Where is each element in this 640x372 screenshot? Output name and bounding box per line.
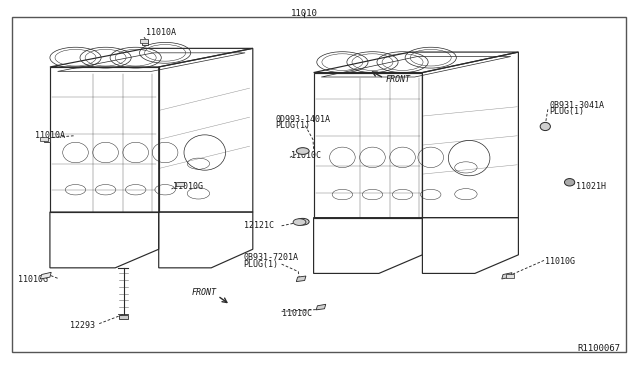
Bar (140, 39, 148, 43)
Bar (40, 137, 48, 141)
Ellipse shape (293, 219, 306, 225)
Text: 11010G: 11010G (18, 275, 48, 284)
Polygon shape (44, 138, 50, 142)
Bar (176, 182, 184, 186)
Ellipse shape (296, 148, 309, 154)
Text: 11010: 11010 (291, 9, 317, 18)
Polygon shape (40, 272, 51, 279)
Bar (506, 274, 514, 278)
Ellipse shape (296, 218, 309, 225)
Text: R1100067: R1100067 (578, 344, 621, 353)
Text: FRONT: FRONT (385, 75, 410, 84)
Text: PLUG(1): PLUG(1) (275, 121, 310, 130)
Ellipse shape (564, 179, 575, 186)
Text: 0D993-1401A: 0D993-1401A (275, 115, 330, 124)
Text: 11010A: 11010A (146, 28, 176, 37)
Polygon shape (296, 276, 306, 282)
Polygon shape (178, 182, 184, 185)
Text: PLUG(1): PLUG(1) (243, 260, 278, 269)
Polygon shape (142, 40, 148, 45)
Text: PLUG(1): PLUG(1) (549, 107, 584, 116)
Polygon shape (502, 273, 512, 279)
Text: 11010C: 11010C (291, 151, 321, 160)
Text: 11010A: 11010A (35, 131, 65, 140)
Text: 12121C: 12121C (244, 221, 275, 230)
Text: 11010G: 11010G (173, 182, 203, 191)
Ellipse shape (540, 122, 550, 131)
Text: 12293: 12293 (70, 321, 95, 330)
Text: 11010G: 11010G (545, 257, 575, 266)
Text: 11021H: 11021H (576, 182, 606, 190)
Text: 0B931-3041A: 0B931-3041A (549, 101, 604, 110)
Text: FRONT: FRONT (192, 288, 217, 297)
FancyBboxPatch shape (12, 17, 626, 352)
Polygon shape (316, 304, 326, 310)
Text: 11010C: 11010C (282, 309, 312, 318)
Text: 0B931-7201A: 0B931-7201A (243, 253, 298, 262)
Polygon shape (119, 315, 128, 319)
